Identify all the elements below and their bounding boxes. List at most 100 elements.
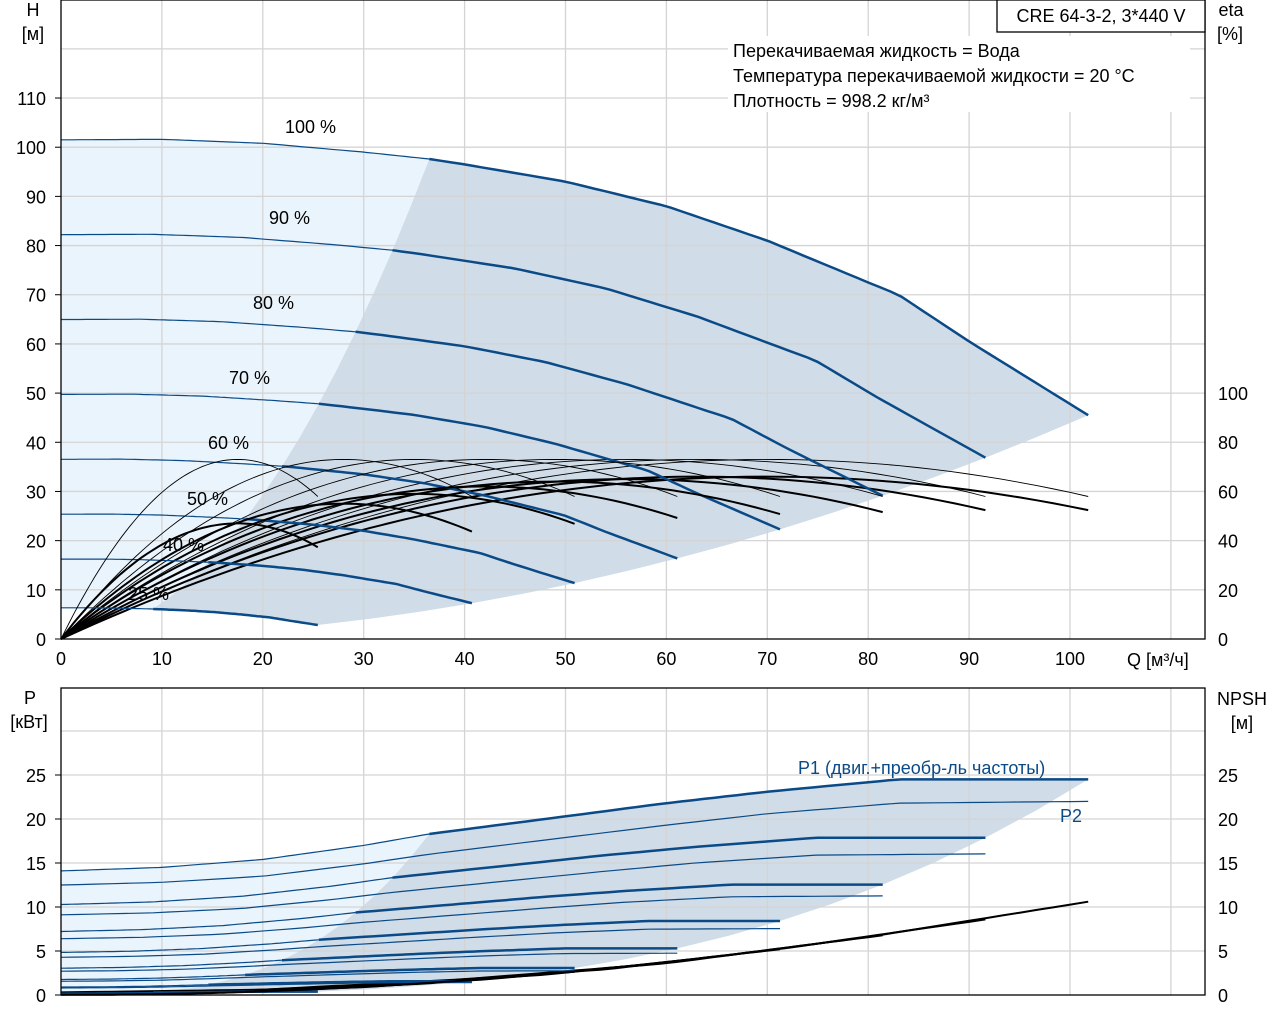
p1-curve-40 [208, 979, 472, 986]
annotation-density: Плотность = 998.2 кг/м³ [733, 91, 929, 111]
flow-tick-label: 90 [959, 649, 979, 669]
eta-axis-title: eta [1218, 0, 1244, 20]
npsh-tick-label: 0 [1218, 986, 1228, 1006]
flow-tick-label: 60 [656, 649, 676, 669]
eta-tick-label: 80 [1218, 433, 1238, 453]
npsh-axis-unit: [м] [1231, 713, 1253, 733]
npsh-tick-label: 25 [1218, 766, 1238, 786]
eta-pump-curve-50 [60, 458, 575, 640]
eta-tick-label: 60 [1218, 482, 1238, 502]
head-tick-label: 30 [26, 482, 46, 502]
eta-tick-label: 20 [1218, 581, 1238, 601]
head-tick-label: 80 [26, 237, 46, 257]
head-tick-label: 70 [26, 286, 46, 306]
eta-tick-label: 100 [1218, 384, 1248, 404]
head-curve-50-thin [61, 513, 246, 520]
head-curve-70-thin [61, 393, 319, 405]
head-tick-label: 110 [17, 89, 46, 109]
head-curve-25 [153, 607, 318, 627]
p1-curve-90 [392, 836, 986, 879]
head-tick-label: 40 [26, 433, 46, 453]
head-tick-label: 50 [26, 384, 46, 404]
p1-curve-50-thin [61, 974, 246, 981]
npsh-tick-label: 10 [1218, 898, 1238, 918]
power-tick-label: 15 [26, 854, 46, 874]
eta-tick-label: 40 [1218, 532, 1238, 552]
p1-curve-40-thin [60, 984, 209, 988]
eta-axis-unit: [%] [1217, 24, 1243, 44]
p2-curve-40 [60, 982, 472, 989]
head-tick-label: 20 [26, 532, 46, 552]
p1-curve-80-thin [60, 911, 356, 933]
eta-total-curve-25 [60, 522, 319, 640]
p2-curve-50 [60, 970, 575, 982]
eta-pump-curve-40 [60, 458, 473, 640]
p1-curve-60-thin [61, 959, 283, 969]
head-curve-25-thin [61, 607, 154, 610]
eta-pump-curve-25 [60, 458, 319, 640]
p1-curve-25-thin [61, 991, 154, 994]
p2-curve-90 [60, 853, 986, 916]
flow-tick-label: 100 [1055, 649, 1085, 669]
annotation-background [728, 36, 1190, 112]
eta-tick-label: 0 [1218, 630, 1228, 650]
p2-series-label: P2 [1060, 806, 1082, 826]
flow-tick-label: 40 [455, 649, 475, 669]
head-curve-80 [355, 330, 884, 497]
head-curve-100 [429, 157, 1089, 417]
head-curve-90-thin [60, 233, 393, 251]
p1-curve-60 [281, 947, 678, 962]
head-tick-label: 90 [26, 187, 46, 207]
speed-label-40: 40 % [163, 535, 204, 555]
speed-label-80: 80 % [253, 293, 294, 313]
flow-tick-label: 30 [354, 649, 374, 669]
power-axis-unit: [кВт] [10, 712, 48, 732]
power-tick-label: 10 [26, 898, 46, 918]
npsh-axis-title: NPSH [1217, 689, 1267, 709]
power-tick-label: 20 [26, 810, 46, 830]
head-curve-60 [281, 464, 678, 560]
speed-label-70: 70 % [229, 368, 270, 388]
eta-total-curve-40 [60, 502, 473, 640]
power-light-region [61, 834, 430, 994]
title-box [996, 0, 1206, 33]
speed-label-60: 60 % [208, 433, 249, 453]
head-tick-label: 100 [16, 138, 46, 158]
npsh-tick-label: 15 [1218, 854, 1238, 874]
power-plot-frame [60, 687, 1206, 996]
flow-tick-label: 10 [152, 649, 172, 669]
p1-curve-70-thin [61, 939, 319, 953]
p2-curve-70 [60, 928, 780, 958]
speed-label-100: 100 % [285, 117, 336, 137]
head-curve-80-thin [61, 318, 356, 333]
p1-curve-50 [245, 966, 575, 977]
flow-tick-label: 20 [253, 649, 273, 669]
speed-label-90: 90 % [269, 208, 310, 228]
eta-total-curve-100 [60, 475, 1089, 640]
flow-tick-label: 50 [555, 649, 575, 669]
flow-tick-label: 80 [858, 649, 878, 669]
power-operating-region [153, 779, 1089, 993]
head-plot-frame [60, 0, 1206, 640]
eta-pump-curve-60 [60, 458, 678, 640]
p1-curve-90-thin [60, 877, 393, 906]
speed-label-50: 50 % [187, 489, 228, 509]
p1-series-label: P1 (двиг.+преобр-ль частоты) [798, 758, 1045, 778]
annotation-liquid: Перекачиваемая жидкость = Вода [733, 41, 1021, 61]
p2-curve-80 [60, 895, 883, 940]
p1-curve-100 [429, 778, 1089, 836]
p1-curve-100-thin [60, 833, 430, 872]
head-curve-100-thin [61, 138, 430, 160]
eta-total-curve-60 [60, 485, 678, 640]
npsh-tick-label: 5 [1218, 942, 1228, 962]
speed-label-25: 25 % [128, 584, 169, 604]
p2-curve-100 [60, 800, 1089, 886]
head-tick-label: 10 [26, 581, 46, 601]
head-tick-label: 0 [36, 630, 46, 650]
flow-axis-title: Q [м³/ч] [1127, 650, 1189, 670]
eta-pump-curve-80 [60, 458, 883, 640]
head-curve-60-thin [61, 458, 283, 467]
annotation-temperature: Температура перекачиваемой жидкости = 20… [733, 66, 1135, 86]
p1-curve-70 [318, 919, 780, 942]
